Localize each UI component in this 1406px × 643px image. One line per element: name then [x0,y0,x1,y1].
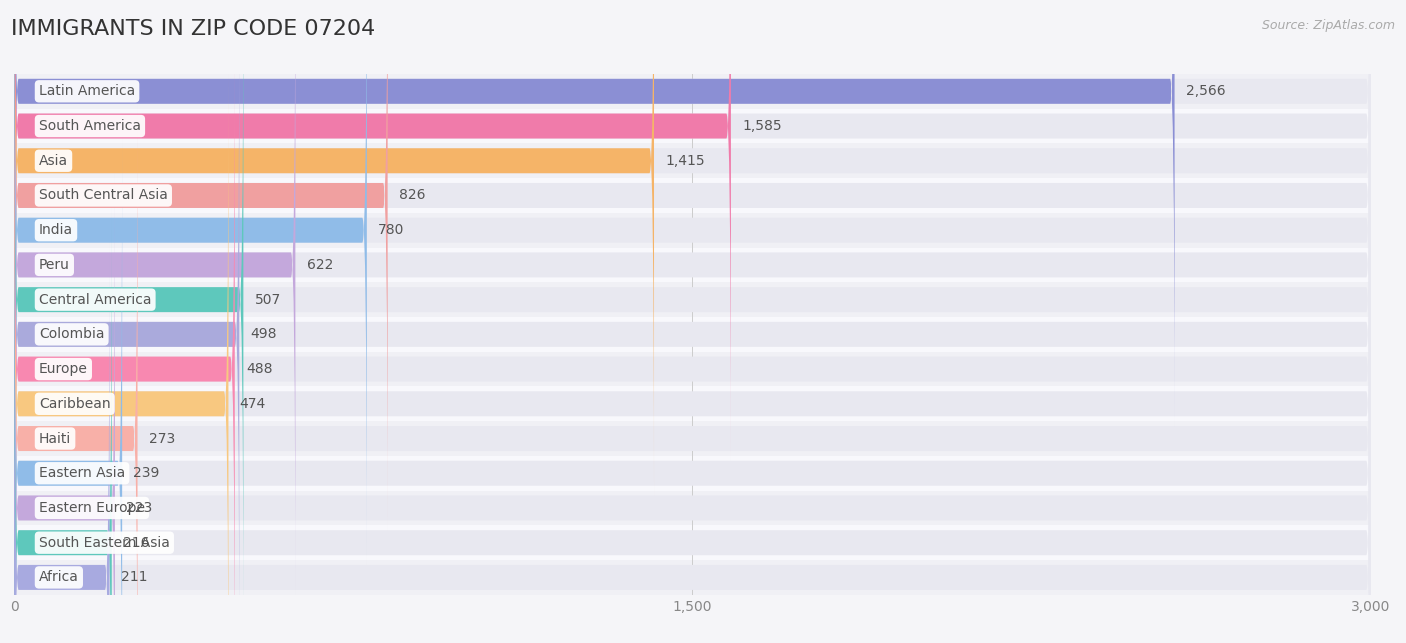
Text: Africa: Africa [39,570,79,584]
Text: 239: 239 [134,466,160,480]
Text: 2,566: 2,566 [1185,84,1226,98]
Bar [14,248,1371,282]
Text: 488: 488 [246,362,273,376]
Text: South Eastern Asia: South Eastern Asia [39,536,170,550]
Bar [14,74,1371,109]
Text: Eastern Asia: Eastern Asia [39,466,125,480]
Text: 826: 826 [399,188,426,203]
FancyBboxPatch shape [14,0,1371,496]
FancyBboxPatch shape [14,0,239,643]
Text: 780: 780 [378,223,405,237]
FancyBboxPatch shape [14,0,295,600]
Bar [14,352,1371,386]
FancyBboxPatch shape [14,0,388,530]
FancyBboxPatch shape [14,0,1371,426]
Text: 216: 216 [124,536,149,550]
FancyBboxPatch shape [14,0,1371,600]
Text: South America: South America [39,119,141,133]
FancyBboxPatch shape [14,173,1371,643]
Bar [14,525,1371,560]
FancyBboxPatch shape [14,208,111,643]
Bar [14,456,1371,491]
FancyBboxPatch shape [14,0,1371,461]
FancyBboxPatch shape [14,104,1371,643]
FancyBboxPatch shape [14,0,1371,643]
Text: 507: 507 [254,293,281,307]
Bar [14,386,1371,421]
FancyBboxPatch shape [14,0,243,635]
FancyBboxPatch shape [14,0,1371,635]
Text: 474: 474 [240,397,266,411]
FancyBboxPatch shape [14,0,1371,565]
FancyBboxPatch shape [14,0,1174,426]
FancyBboxPatch shape [14,69,1371,643]
Bar [14,109,1371,143]
Text: Latin America: Latin America [39,84,135,98]
Bar [14,317,1371,352]
FancyBboxPatch shape [14,138,1371,643]
FancyBboxPatch shape [14,34,235,643]
Text: 273: 273 [149,431,176,446]
Text: 1,415: 1,415 [665,154,704,168]
Text: Source: ZipAtlas.com: Source: ZipAtlas.com [1261,19,1395,32]
FancyBboxPatch shape [14,104,138,643]
Bar [14,491,1371,525]
Bar [14,178,1371,213]
Text: Europe: Europe [39,362,87,376]
FancyBboxPatch shape [14,138,122,643]
Text: Caribbean: Caribbean [39,397,111,411]
Text: 211: 211 [121,570,148,584]
FancyBboxPatch shape [14,34,1371,643]
Text: Eastern Europe: Eastern Europe [39,501,145,515]
FancyBboxPatch shape [14,0,1371,530]
Text: 622: 622 [307,258,333,272]
Bar [14,213,1371,248]
Text: Asia: Asia [39,154,67,168]
FancyBboxPatch shape [14,0,654,496]
FancyBboxPatch shape [14,242,1371,643]
Text: Haiti: Haiti [39,431,72,446]
Text: IMMIGRANTS IN ZIP CODE 07204: IMMIGRANTS IN ZIP CODE 07204 [11,19,375,39]
FancyBboxPatch shape [14,208,1371,643]
Text: 498: 498 [250,327,277,341]
Text: Colombia: Colombia [39,327,104,341]
Text: South Central Asia: South Central Asia [39,188,167,203]
Text: Peru: Peru [39,258,70,272]
Bar [14,421,1371,456]
Text: Central America: Central America [39,293,152,307]
FancyBboxPatch shape [14,242,110,643]
Bar [14,282,1371,317]
Text: India: India [39,223,73,237]
Bar [14,143,1371,178]
FancyBboxPatch shape [14,69,228,643]
Text: 1,585: 1,585 [742,119,782,133]
Bar [14,560,1371,595]
FancyBboxPatch shape [14,0,731,461]
FancyBboxPatch shape [14,0,367,565]
Text: 223: 223 [127,501,152,515]
FancyBboxPatch shape [14,173,115,643]
